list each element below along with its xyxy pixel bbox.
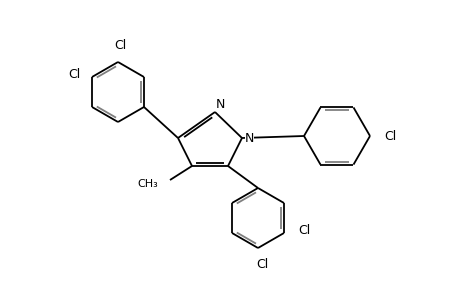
Text: Cl: Cl xyxy=(255,258,268,271)
Text: Cl: Cl xyxy=(114,39,126,52)
Text: N: N xyxy=(245,133,254,146)
Text: Cl: Cl xyxy=(297,224,309,238)
Text: N: N xyxy=(216,98,225,111)
Text: Cl: Cl xyxy=(67,68,80,82)
Text: CH₃: CH₃ xyxy=(137,179,157,189)
Text: Cl: Cl xyxy=(383,130,395,142)
